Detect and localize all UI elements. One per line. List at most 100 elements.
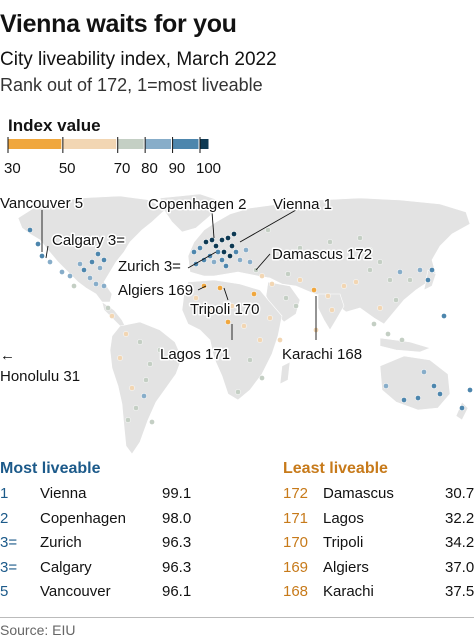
legend-swatch-0 xyxy=(8,139,62,149)
table-row: 2 Copenhagen 98.0 xyxy=(0,510,230,534)
city-dot xyxy=(203,239,209,245)
indonesia xyxy=(379,337,431,353)
city-dot xyxy=(193,295,199,301)
map-label-halo-1: Copenhagen 2 xyxy=(148,196,246,213)
city-dot xyxy=(229,243,235,249)
map-label-halo-4: Damascus 172 xyxy=(272,246,372,263)
city-dot xyxy=(353,279,359,285)
map-label-7: Tripoli 170 xyxy=(190,301,259,318)
city-dot xyxy=(415,395,421,401)
city-dot xyxy=(123,331,129,337)
table-row: 172 Damascus 30.7 xyxy=(283,485,474,509)
legend-title: Index value xyxy=(8,116,101,135)
city-dot xyxy=(285,271,291,277)
row-rank: 2 xyxy=(0,509,9,527)
city-dot xyxy=(267,315,273,321)
north-america xyxy=(17,195,166,303)
city-dot xyxy=(209,237,215,243)
city-dot xyxy=(71,283,77,289)
city-dot xyxy=(213,243,219,249)
city-dot xyxy=(223,263,229,269)
row-city: Tripoli xyxy=(323,534,364,551)
city-dot xyxy=(393,297,399,303)
legend-tick-label-2: 70 xyxy=(114,160,131,177)
city-dot xyxy=(97,265,103,271)
map-label-5: Zurich 3= xyxy=(118,258,181,275)
table-row: 168 Karachi 37.5 xyxy=(283,583,474,607)
city-dot xyxy=(105,305,111,311)
row-rank: 169 xyxy=(283,558,309,576)
city-dot xyxy=(233,249,239,255)
legend-swatch-5 xyxy=(200,139,209,149)
city-dot xyxy=(35,241,41,247)
row-value: 96.3 xyxy=(162,534,192,551)
row-value: 96.1 xyxy=(162,583,192,600)
city-dot xyxy=(47,259,53,265)
city-dot xyxy=(117,355,123,361)
city-dot xyxy=(141,393,147,399)
city-dot xyxy=(157,347,163,353)
city-dot xyxy=(467,387,473,393)
city-dot xyxy=(431,383,437,389)
city-dot xyxy=(251,291,257,297)
table-row: 3= Calgary 96.3 xyxy=(0,559,230,583)
map-label-1: Copenhagen 2 xyxy=(148,196,246,213)
row-rank: 168 xyxy=(283,583,309,600)
city-dot xyxy=(257,337,263,343)
city-dot xyxy=(143,377,149,383)
city-dot xyxy=(259,375,265,381)
city-dot xyxy=(397,269,403,275)
map-label-8: Lagos 171 xyxy=(160,346,230,363)
map-label-2: Vienna 1 xyxy=(273,196,332,213)
chart-title: Vienna waits for you xyxy=(0,10,237,38)
legend-swatch-1 xyxy=(62,139,117,149)
leader-line-3 xyxy=(45,245,49,259)
map-label-halo-9: Karachi 168 xyxy=(282,346,362,363)
table-row: 169 Algiers 37.0 xyxy=(283,559,474,583)
city-dot xyxy=(241,323,247,329)
city-dot xyxy=(327,239,333,245)
map-label-0: Vancouver 5 xyxy=(0,195,83,212)
legend-tick-label-0: 30 xyxy=(4,160,21,177)
city-dot xyxy=(429,267,435,273)
label-leaders xyxy=(41,209,317,340)
city-dot xyxy=(137,339,143,345)
row-value: 30.7 xyxy=(445,485,474,502)
city-dot xyxy=(207,307,213,313)
city-dot xyxy=(437,391,443,397)
legend-swatch-4 xyxy=(172,139,199,149)
map-label-3: Calgary 3= xyxy=(52,232,125,249)
city-dot xyxy=(283,251,289,257)
table-row: 170 Tripoli 34.2 xyxy=(283,534,474,558)
madagascar xyxy=(279,361,291,385)
city-dot xyxy=(133,405,139,411)
row-city: Damascus xyxy=(323,485,394,502)
city-dot xyxy=(129,385,135,391)
south-america xyxy=(109,321,183,455)
leader-line-1 xyxy=(211,211,215,239)
row-rank: 170 xyxy=(283,534,309,551)
city-dot xyxy=(39,253,45,259)
row-city: Calgary xyxy=(40,558,92,576)
city-dot xyxy=(357,235,363,241)
city-dot xyxy=(101,283,107,289)
city-dot xyxy=(235,389,241,395)
city-dot xyxy=(125,417,131,423)
city-dot xyxy=(221,249,227,255)
row-rank: 3= xyxy=(0,558,18,576)
city-dot xyxy=(229,303,235,309)
leader-line-4 xyxy=(255,253,271,271)
row-city: Karachi xyxy=(323,583,374,600)
table-row: 5 Vancouver 96.1 xyxy=(0,583,230,607)
row-rank: 1 xyxy=(0,485,9,502)
city-dot xyxy=(27,227,33,233)
city-dot xyxy=(87,275,93,281)
table-row: 1 Vienna 99.1 xyxy=(0,485,230,509)
map-label-halo-8: Lagos 171 xyxy=(160,346,230,363)
map-label-9: Karachi 168 xyxy=(282,346,362,363)
source-note: Source: EIU xyxy=(0,622,76,638)
city-dot xyxy=(421,369,427,375)
legend-tick-label-5: 100 xyxy=(196,160,221,177)
